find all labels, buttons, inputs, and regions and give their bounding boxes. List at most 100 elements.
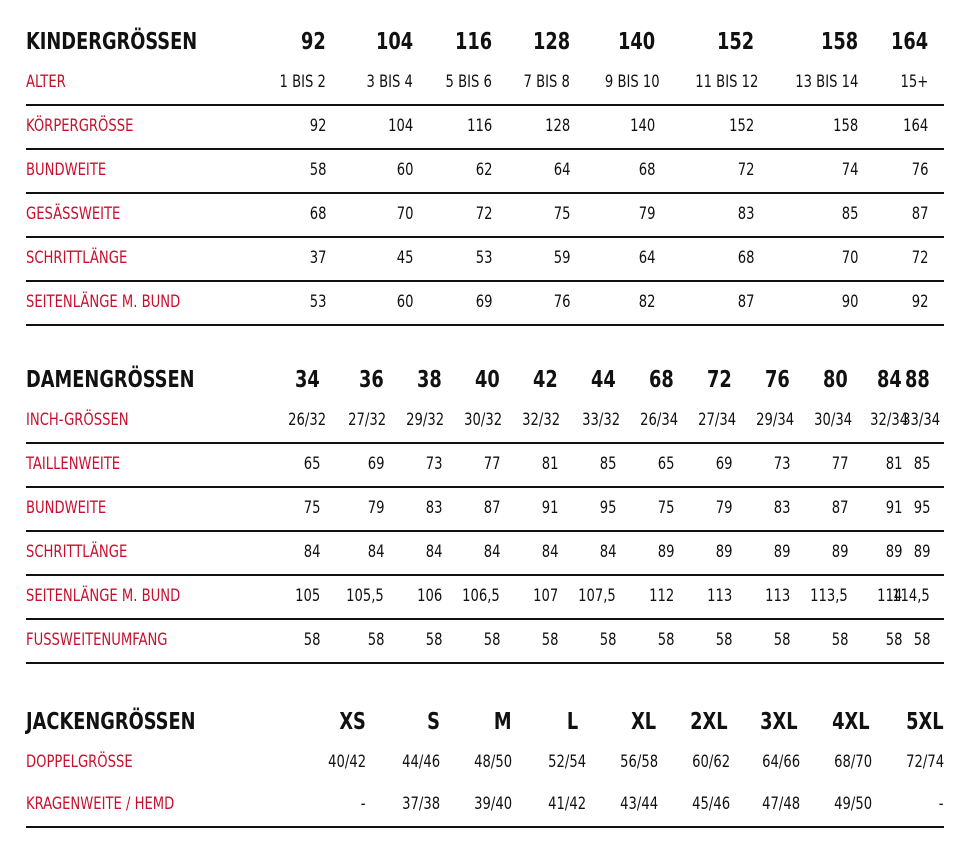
table-cell: 60/62 xyxy=(692,752,730,772)
table-cell: 32/34 xyxy=(870,410,908,430)
table-cell: 87 xyxy=(483,498,500,518)
table-cell: 29/34 xyxy=(756,410,794,430)
table-cell: 43/44 xyxy=(620,794,658,814)
row-label: KRAGENWEITE / HEMD xyxy=(26,794,175,814)
damen-size-header: 80 xyxy=(823,367,848,393)
table-cell: 5 BIS 6 xyxy=(445,72,492,92)
table-cell: 91 xyxy=(541,498,558,518)
table-cell: 48/50 xyxy=(474,752,512,772)
table-cell: 72/74 xyxy=(906,752,944,772)
table-cell: 32/32 xyxy=(522,410,560,430)
table-cell: 27/34 xyxy=(698,410,736,430)
table-cell: 113 xyxy=(764,586,790,606)
table-cell: 85 xyxy=(841,204,858,224)
table-cell: 45 xyxy=(396,248,413,268)
row-label: SEITENLÄNGE M. BUND xyxy=(26,292,181,312)
table-cell: 79 xyxy=(715,498,732,518)
damen-row-seitenlaenge: SEITENLÄNGE M. BUND 105 105,5 106 106,5 … xyxy=(26,576,944,620)
table-cell: 107 xyxy=(532,586,558,606)
table-cell: 89 xyxy=(831,542,848,562)
kinder-size-header: 140 xyxy=(617,29,655,55)
table-cell: 45/46 xyxy=(692,794,730,814)
table-cell: 59 xyxy=(553,248,570,268)
table-cell: 41/42 xyxy=(548,794,586,814)
table-cell: 7 BIS 8 xyxy=(523,72,570,92)
table-cell: 9 BIS 10 xyxy=(605,72,660,92)
kinder-row-gesaessweite: GESÄSSWEITE 68 70 72 75 79 83 85 87 xyxy=(26,194,944,238)
table-cell: 64 xyxy=(638,248,655,268)
table-cell: 83 xyxy=(773,498,790,518)
table-cell: 58 xyxy=(599,630,616,650)
table-cell: 75 xyxy=(657,498,674,518)
table-cell: 13 BIS 14 xyxy=(794,72,858,92)
row-label: SCHRITTLÄNGE xyxy=(26,248,128,268)
table-cell: 58 xyxy=(367,630,384,650)
kinder-size-header: 152 xyxy=(716,29,754,55)
row-label: DOPPELGRÖSSE xyxy=(26,752,133,772)
table-cell: 87 xyxy=(831,498,848,518)
table-cell: 73 xyxy=(773,454,790,474)
table-cell: 33/32 xyxy=(582,410,620,430)
kinder-size-header: 104 xyxy=(375,29,413,55)
jacken-size-header: 5XL xyxy=(906,709,944,735)
damen-header-row: DAMENGRÖSSEN 34 36 38 40 42 44 68 72 76 … xyxy=(26,360,944,400)
table-cell: 70 xyxy=(841,248,858,268)
damen-size-header: 68 xyxy=(649,367,674,393)
table-cell: 58 xyxy=(715,630,732,650)
table-cell: 81 xyxy=(541,454,558,474)
table-cell: 58 xyxy=(885,630,902,650)
table-cell: 75 xyxy=(553,204,570,224)
table-cell: 116 xyxy=(466,116,492,136)
row-label: SEITENLÄNGE M. BUND xyxy=(26,586,181,606)
table-cell: 112 xyxy=(648,586,674,606)
table-cell: 89 xyxy=(715,542,732,562)
damen-size-header: 34 xyxy=(295,367,320,393)
damen-row-inch: INCH-GRÖSSEN 26/32 27/32 29/32 30/32 32/… xyxy=(26,400,944,444)
kinder-size-header: 164 xyxy=(890,29,928,55)
kinder-header-row: KINDERGRÖSSEN 92 104 116 128 140 152 158… xyxy=(26,22,944,62)
kinder-row-schrittlaenge: SCHRITTLÄNGE 37 45 53 59 64 68 70 72 xyxy=(26,238,944,282)
jacken-size-header: 2XL xyxy=(690,709,728,735)
table-cell: 58 xyxy=(541,630,558,650)
kinder-size-header: 158 xyxy=(820,29,858,55)
table-cell: 58 xyxy=(773,630,790,650)
table-cell: 104 xyxy=(387,116,413,136)
table-cell: 58 xyxy=(657,630,674,650)
table-cell: 79 xyxy=(638,204,655,224)
table-cell: 158 xyxy=(832,116,858,136)
table-cell: 114,5 xyxy=(892,586,930,606)
table-cell: 87 xyxy=(737,292,754,312)
table-cell: 37 xyxy=(309,248,326,268)
table-cell: 106 xyxy=(416,586,442,606)
table-cell: 30/34 xyxy=(814,410,852,430)
kinder-row-seitenlaenge: SEITENLÄNGE M. BUND 53 60 69 76 82 87 90… xyxy=(26,282,944,326)
table-cell: 105 xyxy=(294,586,320,606)
table-cell: 37/38 xyxy=(402,794,440,814)
jacken-size-header: XL xyxy=(630,709,656,735)
table-cell: 77 xyxy=(831,454,848,474)
jacken-size-header: S xyxy=(427,709,440,735)
table-cell: 128 xyxy=(544,116,570,136)
damen-size-header: 76 xyxy=(765,367,790,393)
damen-size-header: 40 xyxy=(475,367,500,393)
table-cell: 113,5 xyxy=(810,586,848,606)
table-cell: 77 xyxy=(483,454,500,474)
table-cell: 68/70 xyxy=(834,752,872,772)
table-cell: 75 xyxy=(303,498,320,518)
table-cell: 92 xyxy=(309,116,326,136)
jacken-row-doppelgroesse: DOPPELGRÖSSE 40/42 44/46 48/50 52/54 56/… xyxy=(26,742,944,784)
table-cell: - xyxy=(361,794,366,814)
table-cell: 84 xyxy=(303,542,320,562)
table-cell: 91 xyxy=(885,498,902,518)
kinder-title: KINDERGRÖSSEN xyxy=(26,29,198,55)
table-cell: 87 xyxy=(911,204,928,224)
table-cell: 47/48 xyxy=(762,794,800,814)
table-cell: 68 xyxy=(737,248,754,268)
table-cell: 56/58 xyxy=(620,752,658,772)
table-cell: 84 xyxy=(425,542,442,562)
table-cell: 84 xyxy=(483,542,500,562)
table-cell: 89 xyxy=(885,542,902,562)
table-cell: 92 xyxy=(911,292,928,312)
row-label: BUNDWEITE xyxy=(26,498,107,518)
table-cell: 85 xyxy=(599,454,616,474)
